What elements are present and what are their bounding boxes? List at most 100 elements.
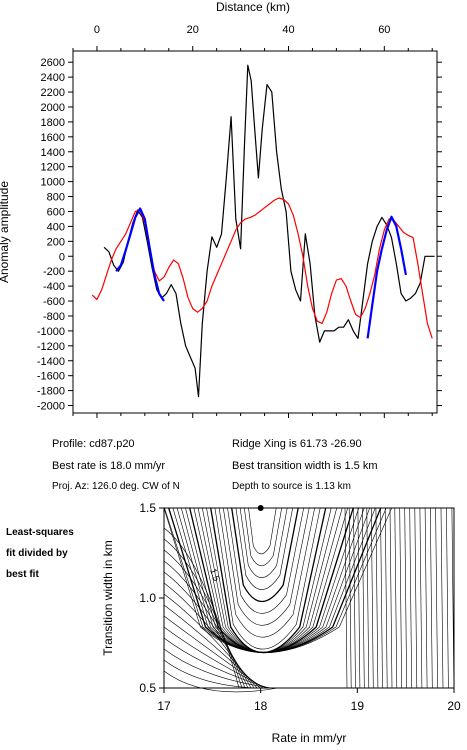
y-tick-label: 400	[47, 221, 65, 233]
x-tick-label: 60	[378, 24, 390, 36]
contour-line-right	[357, 507, 361, 689]
contour-y-tick-label: 1.5	[139, 501, 156, 515]
y-tick-label: 1200	[41, 162, 65, 174]
contour-line-right	[353, 507, 356, 689]
contour-line-right	[380, 507, 383, 689]
contour-line	[163, 507, 392, 653]
contour-y-tick-label: 0.5	[139, 681, 156, 695]
contour-chart: 17 18 19 20 0.5 1.0 1.5 1.5 Rate in mm/yr Tran…	[101, 501, 461, 745]
series-line-0	[103, 64, 435, 398]
contour-x-tick-label: 20	[447, 699, 461, 713]
y-axis-label: Anomaly amplitude	[0, 181, 11, 283]
contour-line	[239, 507, 288, 578]
y-tick-label: 2000	[41, 102, 65, 114]
contour-line	[223, 507, 310, 626]
profile-chart: Distance (km) 0 20 40 60 -2000 -1800 -1600 -14…	[0, 0, 442, 418]
y-tick-label: -1200	[37, 341, 65, 353]
contour-line-right	[424, 507, 428, 689]
side-note: Least-squares fit divided by best fit	[6, 527, 74, 580]
contour-line-right	[430, 507, 433, 689]
best-rate-text: Best rate is 18.0 mm/yr	[52, 460, 165, 472]
side-note-line-3: best fit	[6, 569, 39, 580]
series-line-3	[366, 215, 407, 339]
contour-line-left	[163, 637, 270, 689]
contour-line-right	[375, 507, 379, 689]
contour-line	[172, 507, 376, 653]
contour-line-right	[399, 507, 402, 689]
y-tick-label: 200	[47, 236, 65, 248]
x-axis-label: Distance (km)	[216, 0, 290, 14]
y-tick-label: 600	[47, 206, 65, 218]
contour-line	[227, 507, 304, 614]
y-tick-label: -1400	[37, 356, 65, 368]
contour-line-right	[419, 507, 423, 689]
y-tick-label: -600	[43, 296, 65, 308]
contour-line-right	[366, 507, 370, 689]
contour-line-left	[163, 604, 261, 689]
contour-line-right	[440, 507, 444, 689]
contour-y-axis-label: Transition width in km	[101, 540, 115, 656]
side-note-line-2: fit divided by	[6, 548, 68, 559]
best-width-text: Best transition width is 1.5 km	[232, 460, 378, 472]
contour-line	[235, 507, 293, 590]
contour-line-right	[404, 507, 407, 689]
y-tick-label: 2400	[41, 72, 65, 84]
contour-line-left	[163, 615, 264, 689]
contour-line-left	[163, 648, 273, 689]
contour-line	[214, 507, 321, 650]
contour-x-axis-label: Rate in mm/yr	[272, 731, 347, 745]
contour-label: 1.5	[208, 567, 222, 582]
contour-line-left	[163, 549, 246, 689]
contour-line-left	[163, 560, 249, 689]
y-tick-label: -2000	[37, 401, 65, 413]
contour-line-left	[163, 538, 243, 689]
y-tick-label: -1600	[37, 371, 65, 383]
proj-az-text: Proj. Az: 126.0 deg. CW of N	[52, 481, 180, 492]
contour-line-left	[163, 527, 240, 689]
side-note-line-1: Least-squares	[6, 527, 74, 538]
x-tick-label: 0	[94, 24, 100, 36]
series-line-2	[115, 207, 165, 302]
contour-line-right	[435, 507, 438, 689]
contour-line-right	[414, 507, 418, 689]
x-tick-label: 40	[282, 24, 294, 36]
depth-text: Depth to source is 1.13 km	[232, 481, 351, 492]
contour-x-tick-label: 19	[351, 699, 365, 713]
y-tick-label: 0	[59, 251, 65, 263]
y-tick-label: -400	[43, 281, 65, 293]
annotations: Profile: cd87.p20 Best rate is 18.0 mm/y…	[52, 438, 378, 492]
contour-line	[244, 507, 282, 567]
y-tick-label: -1000	[37, 326, 65, 338]
y-tick-label: 1600	[41, 132, 65, 144]
y-tick-label: 800	[47, 192, 65, 204]
contour-line-right	[344, 507, 348, 689]
contour-x-tick-label: 18	[254, 699, 268, 713]
contour-line-right	[446, 507, 449, 689]
contour-line-right	[389, 507, 393, 689]
contour-y-tick-label: 1.0	[139, 591, 156, 605]
contour-line-right	[384, 507, 388, 689]
y-tick-label: 2200	[41, 87, 65, 99]
contour-line-right	[348, 507, 352, 689]
y-tick-label: -1800	[37, 386, 65, 398]
contour-x-tick-label: 17	[157, 699, 171, 713]
x-tick-label: 20	[187, 24, 199, 36]
contour-line	[248, 507, 277, 555]
contour-line-left	[163, 571, 252, 689]
plot-frame	[72, 50, 438, 414]
best-fit-marker	[257, 505, 264, 511]
y-tick-label: 1000	[41, 177, 65, 189]
y-tick-label: 1400	[41, 147, 65, 159]
contour-line-right	[409, 507, 412, 689]
contour-line-right	[371, 507, 374, 689]
ridge-xing-text: Ridge Xing is 61.73 -26.90	[232, 438, 362, 450]
contour-line-right	[394, 507, 398, 689]
profile-text: Profile: cd87.p20	[52, 438, 135, 450]
y-tick-label: 2600	[41, 57, 65, 69]
y-tick-label: -800	[43, 311, 65, 323]
y-tick-label: 1800	[41, 117, 65, 129]
contour-line-left	[163, 670, 279, 693]
contour-line	[218, 507, 315, 638]
